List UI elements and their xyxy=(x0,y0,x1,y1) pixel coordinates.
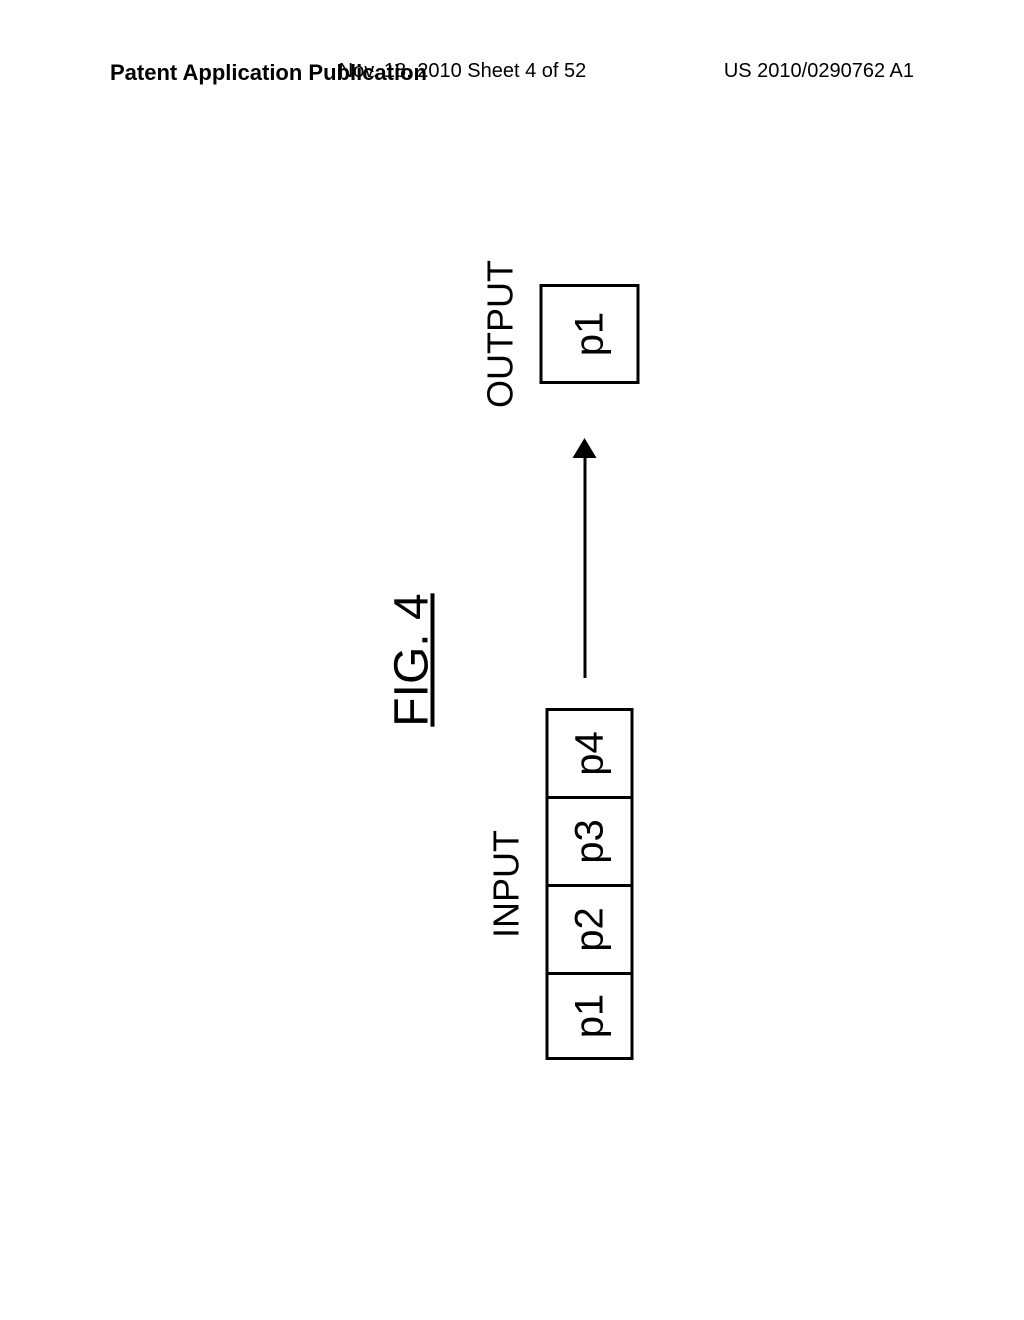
arrow-line xyxy=(583,458,586,678)
output-cell: p1 xyxy=(540,284,640,384)
arrow-head-icon xyxy=(573,438,597,458)
input-cells-row: p1 p2 p3 p4 xyxy=(546,708,634,1060)
page-header: Patent Application Publication Nov. 18, … xyxy=(0,60,1024,86)
diagram-body: INPUT p1 p2 p3 p4 OUTPUT p1 xyxy=(480,260,640,1060)
figure-title: FIG. 4 xyxy=(385,260,440,1060)
input-cell-2: p2 xyxy=(546,884,634,972)
header-date-sheet: Nov. 18, 2010 Sheet 4 of 52 xyxy=(339,60,587,83)
figure-diagram: FIG. 4 INPUT p1 p2 p3 p4 OUTPUT p1 xyxy=(385,260,640,1060)
input-cell-3: p3 xyxy=(546,796,634,884)
header-patent-number: US 2010/0290762 A1 xyxy=(724,60,914,86)
input-cell-4: p4 xyxy=(546,708,634,796)
input-cell-1: p1 xyxy=(546,972,634,1060)
arrow xyxy=(573,438,597,678)
output-section: OUTPUT p1 xyxy=(480,260,640,408)
input-section: INPUT p1 p2 p3 p4 xyxy=(486,708,634,1060)
input-label: INPUT xyxy=(486,830,528,938)
output-label: OUTPUT xyxy=(480,260,522,408)
